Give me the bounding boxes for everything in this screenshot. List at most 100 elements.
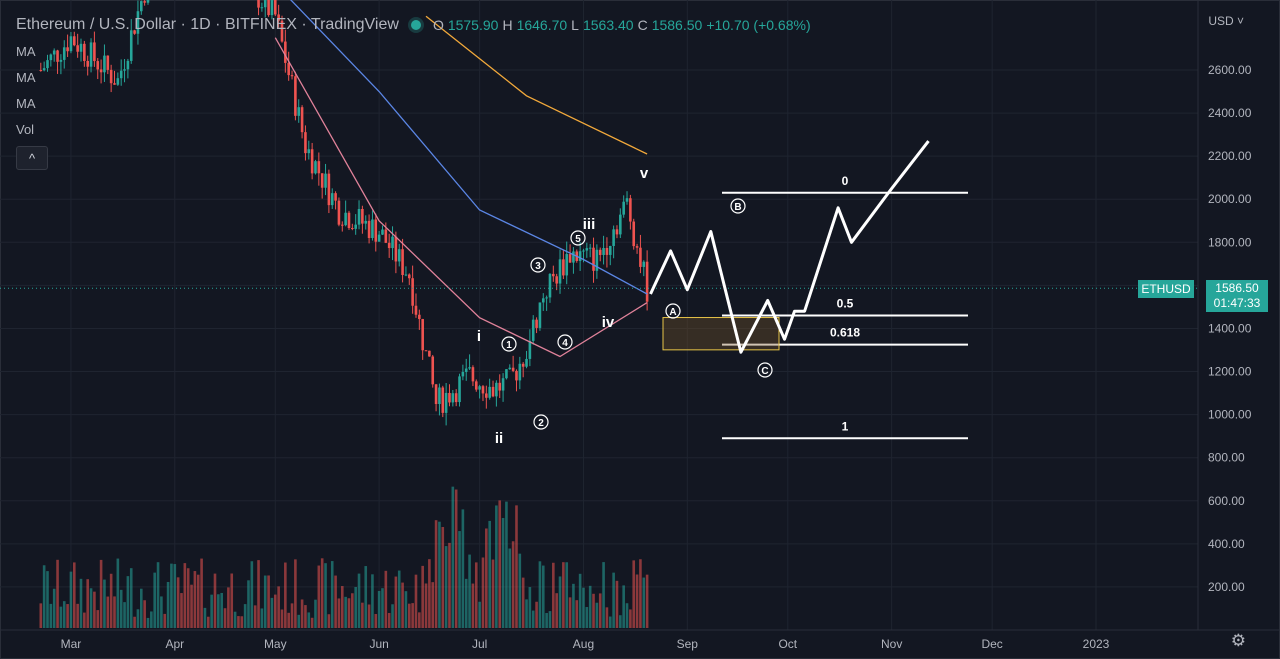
- volume-bar: [180, 593, 183, 628]
- volume-bar: [381, 588, 384, 628]
- volume-bar: [267, 575, 270, 628]
- indicator-ma-3[interactable]: MA: [16, 96, 36, 111]
- wave-label: ii: [495, 430, 503, 447]
- open-label: O: [433, 17, 444, 33]
- volume-bar: [291, 603, 294, 628]
- symbol-title[interactable]: Ethereum / U.S. Dollar · 1D · BITFINEX ·…: [16, 16, 399, 34]
- candle-body: [475, 381, 478, 389]
- volume-bar: [646, 575, 649, 628]
- candle-body: [261, 7, 264, 8]
- grid-layer: [0, 0, 1198, 630]
- wave-count-label: C: [761, 366, 768, 377]
- candle-body: [368, 221, 371, 238]
- candle-body: [411, 278, 414, 306]
- volume-bar: [66, 604, 69, 628]
- volume-bar: [63, 601, 66, 628]
- candle-body: [488, 387, 491, 398]
- volume-bar: [606, 607, 609, 628]
- volume-bar: [318, 566, 321, 628]
- candle-body: [549, 274, 552, 297]
- moving-average-line: [426, 16, 647, 154]
- volume-bar: [508, 549, 511, 628]
- candle-body: [609, 246, 612, 255]
- currency-dropdown[interactable]: USD ˅: [1208, 14, 1244, 28]
- close-value: 1586.50: [652, 17, 703, 33]
- candle-body: [83, 44, 86, 61]
- candle-body: [408, 275, 411, 279]
- volume-bar: [204, 608, 207, 628]
- volume-bar: [56, 560, 59, 628]
- candle-body: [374, 220, 377, 242]
- volume-bar: [408, 604, 411, 628]
- volume-bar: [569, 597, 572, 628]
- candle-body: [492, 387, 495, 396]
- time-tick-label: Mar: [61, 637, 82, 651]
- volume-bar: [230, 574, 233, 628]
- volume-bar: [86, 579, 89, 628]
- volume-bar: [596, 603, 599, 628]
- candle-body: [452, 393, 455, 402]
- volume-bar: [224, 608, 227, 628]
- candle-body: [96, 61, 99, 69]
- candle-body: [314, 161, 317, 173]
- candle-body: [53, 50, 56, 54]
- settings-gear-icon[interactable]: ⚙: [1231, 631, 1246, 651]
- candle-body: [287, 63, 290, 75]
- candle-body: [56, 50, 59, 61]
- volume-bar: [140, 589, 143, 628]
- candle-body: [529, 341, 532, 359]
- candle-body: [120, 71, 123, 78]
- volume-bar: [445, 546, 448, 628]
- volume-bar: [592, 594, 595, 628]
- candle-body: [398, 249, 401, 261]
- volume-bar: [214, 574, 217, 628]
- volume-bar: [43, 565, 46, 628]
- wave-count-label: B: [734, 202, 741, 213]
- candle-body: [462, 372, 465, 376]
- candle-body: [421, 319, 424, 350]
- volume-bar: [76, 604, 79, 628]
- volume-bar: [287, 613, 290, 628]
- candle-body: [562, 259, 565, 275]
- candle-body: [599, 250, 602, 255]
- volume-bar: [264, 576, 267, 628]
- volume-bar: [555, 593, 558, 628]
- volume-bar: [545, 613, 548, 628]
- candle-body: [110, 70, 113, 83]
- candle-body: [495, 383, 498, 397]
- volume-bar: [60, 607, 63, 628]
- candle-body: [438, 387, 441, 404]
- price-tick-label: 800.00: [1208, 451, 1245, 465]
- last-price-tag: 1586.50 01:47:33: [1206, 280, 1268, 312]
- indicator-ma-1[interactable]: MA: [16, 44, 36, 59]
- candle-body: [257, 0, 260, 8]
- indicator-ma-2[interactable]: MA: [16, 70, 36, 85]
- volume-bar: [113, 596, 116, 628]
- volume-bar: [378, 591, 381, 628]
- volume-bar: [602, 562, 605, 628]
- candle-body: [589, 248, 592, 249]
- candle-body: [328, 174, 331, 205]
- volume-bar: [405, 591, 408, 628]
- volume-bar: [93, 592, 96, 628]
- volume-bar: [304, 605, 307, 628]
- volume-bar: [505, 502, 508, 628]
- collapse-legend-button[interactable]: ^: [16, 146, 48, 170]
- volume-bar: [70, 572, 73, 628]
- wave-label: iv: [602, 314, 615, 331]
- fib-level-label: 0: [842, 174, 849, 188]
- volume-bar: [331, 561, 334, 628]
- wave-count-label: A: [669, 307, 676, 318]
- candle-body: [612, 229, 615, 246]
- ohlc-readout: O 1575.90 H 1646.70 L 1563.40 C 1586.50 +10.…: [433, 17, 811, 33]
- volume-bar: [334, 576, 337, 628]
- volume-bar: [80, 579, 83, 628]
- price-tick-label: 2600.00: [1208, 63, 1252, 77]
- volume-bar: [160, 596, 163, 628]
- volume-bar: [143, 600, 146, 628]
- indicator-volume[interactable]: Vol: [16, 122, 34, 137]
- price-tick-label: 1800.00: [1208, 235, 1252, 249]
- volume-bar: [261, 608, 264, 628]
- candle-body: [90, 42, 93, 66]
